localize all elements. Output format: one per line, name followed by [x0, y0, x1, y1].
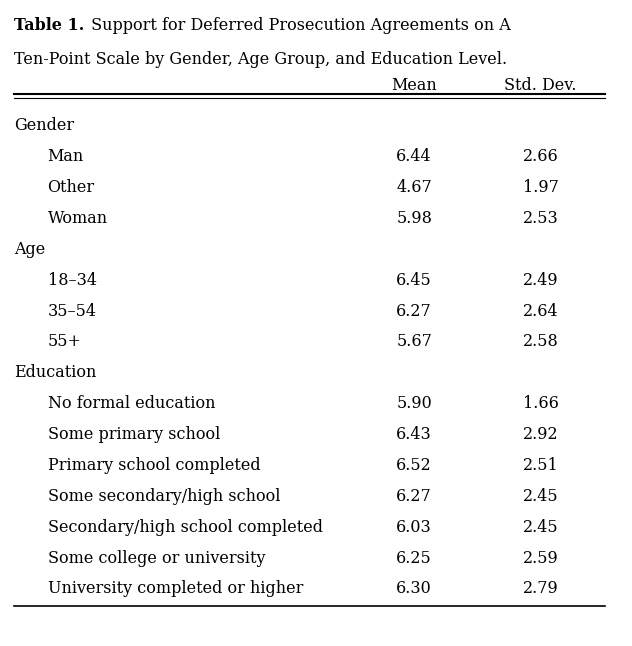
- Text: 2.45: 2.45: [523, 488, 558, 505]
- Text: 2.45: 2.45: [523, 519, 558, 536]
- Text: Gender: Gender: [14, 118, 74, 134]
- Text: 6.27: 6.27: [396, 488, 432, 505]
- Text: 6.45: 6.45: [396, 272, 432, 289]
- Text: 6.30: 6.30: [396, 580, 432, 598]
- Text: Primary school completed: Primary school completed: [47, 457, 260, 474]
- Text: Some secondary/high school: Some secondary/high school: [47, 488, 280, 505]
- Text: Mean: Mean: [391, 77, 437, 94]
- Text: Some primary school: Some primary school: [47, 426, 220, 443]
- Text: 2.53: 2.53: [523, 210, 558, 227]
- Text: 5.67: 5.67: [396, 333, 432, 350]
- Text: Other: Other: [47, 179, 95, 196]
- Text: Ten-Point Scale by Gender, Age Group, and Education Level.: Ten-Point Scale by Gender, Age Group, an…: [14, 51, 507, 68]
- Text: 6.44: 6.44: [396, 148, 432, 165]
- Text: No formal education: No formal education: [47, 395, 215, 412]
- Text: 2.49: 2.49: [523, 272, 558, 289]
- Text: 35–54: 35–54: [47, 302, 97, 320]
- Text: Man: Man: [47, 148, 84, 165]
- Text: 5.90: 5.90: [396, 395, 432, 412]
- Text: 2.66: 2.66: [523, 148, 558, 165]
- Text: Support for Deferred Prosecution Agreements on A: Support for Deferred Prosecution Agreeme…: [87, 17, 511, 34]
- Text: 2.92: 2.92: [523, 426, 558, 443]
- Text: 5.98: 5.98: [396, 210, 432, 227]
- Text: 1.97: 1.97: [523, 179, 559, 196]
- Text: 2.64: 2.64: [523, 302, 558, 320]
- Text: 2.79: 2.79: [523, 580, 558, 598]
- Text: 2.58: 2.58: [523, 333, 558, 350]
- Text: 1.66: 1.66: [523, 395, 559, 412]
- Text: University completed or higher: University completed or higher: [47, 580, 303, 598]
- Text: Woman: Woman: [47, 210, 107, 227]
- Text: Secondary/high school completed: Secondary/high school completed: [47, 519, 322, 536]
- Text: 2.59: 2.59: [523, 550, 558, 567]
- Text: Age: Age: [14, 241, 45, 258]
- Text: 6.52: 6.52: [396, 457, 432, 474]
- Text: Std. Dev.: Std. Dev.: [504, 77, 577, 94]
- Text: 18–34: 18–34: [47, 272, 97, 289]
- Text: Some college or university: Some college or university: [47, 550, 265, 567]
- Text: 6.43: 6.43: [396, 426, 432, 443]
- Text: 4.67: 4.67: [396, 179, 432, 196]
- Text: Education: Education: [14, 364, 96, 381]
- Text: 55+: 55+: [47, 333, 82, 350]
- Text: Table 1.: Table 1.: [14, 17, 84, 34]
- Text: 6.27: 6.27: [396, 302, 432, 320]
- Text: 6.25: 6.25: [396, 550, 432, 567]
- Text: 2.51: 2.51: [523, 457, 558, 474]
- Text: 6.03: 6.03: [396, 519, 432, 536]
